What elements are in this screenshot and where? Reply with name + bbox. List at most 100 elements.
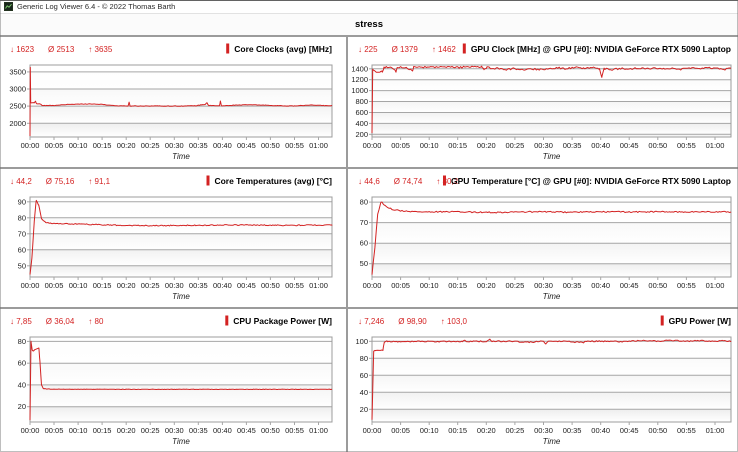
x-axis-label: 00:30 — [165, 141, 184, 150]
plot-band — [372, 358, 731, 376]
plot-band — [30, 341, 332, 364]
y-axis-label: 70 — [360, 218, 368, 227]
plot-band — [372, 90, 731, 102]
x-axis-label: 00:05 — [45, 141, 64, 150]
x-axis-label: 00:55 — [677, 281, 696, 290]
x-axis-label: 00:50 — [261, 426, 280, 435]
window-title: Generic Log Viewer 6.4 - © 2022 Thomas B… — [17, 2, 176, 11]
chart-title: Core Temperatures (avg) [°C] — [214, 176, 332, 186]
chart-gpu-power: ↓ 7,246 Ø 98,90 ↑ 103,0 20 40 60 80 100 00:00 00:… — [355, 315, 732, 446]
plot-area[interactable] — [30, 197, 332, 277]
chart-panel-core-clocks: ↓ 1623 Ø 2513 ↑ 3635 2000 2500 3000 3500 00:00 0… — [0, 37, 348, 169]
plot-band — [372, 409, 731, 423]
plot-band — [372, 341, 731, 359]
plot-band — [30, 197, 332, 202]
plot-area[interactable] — [372, 197, 731, 277]
x-axis-label: 00:20 — [477, 141, 496, 150]
x-axis-label: 00:30 — [534, 281, 553, 290]
x-axis-label: 00:45 — [620, 281, 639, 290]
x-axis-label: 00:15 — [93, 281, 112, 290]
plot-band — [372, 112, 731, 124]
y-axis-label: 600 — [355, 108, 368, 117]
plot-area[interactable] — [372, 337, 731, 422]
x-axis-label: 00:15 — [448, 141, 467, 150]
plot-band — [30, 106, 332, 124]
x-axis-label: 00:05 — [391, 426, 410, 435]
legend-marker — [660, 315, 664, 326]
x-axis-label: 00:05 — [391, 141, 410, 150]
plot-band — [372, 337, 731, 342]
chart-title: Core Clocks (avg) [MHz] — [234, 44, 332, 54]
x-axis-label: 00:50 — [648, 141, 667, 150]
plot-band — [30, 249, 332, 266]
chart-panel-gpu-temp: ↓ 44,6 Ø 74,74 ↑ 80,2 50 60 70 80 00:00 00:05 00:… — [348, 169, 738, 309]
x-axis-label: 01:00 — [309, 426, 328, 435]
y-axis-label: 90 — [18, 197, 26, 206]
x-axis-label: 00:25 — [141, 281, 160, 290]
x-axis-label: 00:25 — [141, 141, 160, 150]
plot-band — [372, 392, 731, 410]
x-axis-label: 00:00 — [363, 281, 382, 290]
x-axis-label: 00:00 — [21, 141, 40, 150]
plot-border — [371, 196, 732, 278]
plot-band — [372, 222, 731, 244]
x-axis-label: 00:05 — [391, 281, 410, 290]
plot-band — [372, 134, 731, 137]
x-axis-label: 00:40 — [213, 141, 232, 150]
x-axis-label: 00:15 — [448, 426, 467, 435]
x-axis-label: 00:25 — [506, 281, 525, 290]
y-axis-label: 60 — [18, 245, 26, 254]
plot-area[interactable] — [30, 337, 332, 422]
y-axis-label: 400 — [355, 119, 368, 128]
y-axis-label: 2000 — [9, 119, 26, 128]
plot-band — [30, 406, 332, 422]
x-axis-label: 00:45 — [620, 141, 639, 150]
chart-stats: ↓ 7,246 Ø 98,90 ↑ 103,0 — [358, 317, 468, 326]
x-axis-label: 00:30 — [534, 141, 553, 150]
plot-band — [30, 337, 332, 342]
plot-band — [372, 197, 731, 203]
chart-stats: ↓ 1623 Ø 2513 ↑ 3635 — [10, 45, 113, 54]
y-axis-label: 100 — [355, 337, 368, 346]
chart-panel-core-temps: ↓ 44,2 Ø 75,16 ↑ 91,1 50 60 70 80 90 00:00 00:05 0… — [0, 169, 348, 309]
y-axis-label: 50 — [18, 261, 26, 270]
x-axis-label: 00:15 — [93, 141, 112, 150]
x-axis-label: 00:55 — [285, 141, 304, 150]
x-axis-label: 00:15 — [448, 281, 467, 290]
title-bar[interactable]: Generic Log Viewer 6.4 - © 2022 Thomas B… — [0, 0, 738, 14]
x-axis-label: 00:45 — [620, 426, 639, 435]
legend-marker — [462, 43, 466, 54]
time-axis-label: Time — [172, 292, 190, 301]
x-axis-label: 00:35 — [189, 426, 208, 435]
x-axis-label: 00:15 — [93, 426, 112, 435]
y-axis-label: 200 — [355, 130, 368, 139]
x-axis-label: 00:25 — [506, 141, 525, 150]
chart-panel-gpu-power: ↓ 7,246 Ø 98,90 ↑ 103,0 20 40 60 80 100 00:00 00:… — [348, 309, 738, 452]
charts-grid: ↓ 1623 Ø 2513 ↑ 3635 2000 2500 3000 3500 00:00 0… — [0, 37, 738, 452]
chart-core-temps: ↓ 44,2 Ø 75,16 ↑ 91,1 50 60 70 80 90 00:00 00:05 0… — [10, 175, 333, 301]
chart-gpu-temp: ↓ 44,6 Ø 74,74 ↑ 80,2 50 60 70 80 00:00 00:05 00:… — [358, 175, 732, 301]
data-line — [29, 340, 333, 421]
plot-area[interactable] — [372, 65, 731, 137]
x-axis-label: 01:00 — [309, 141, 328, 150]
x-axis-label: 00:45 — [237, 281, 256, 290]
x-axis-label: 01:00 — [309, 281, 328, 290]
plot-border — [29, 336, 333, 423]
legend-marker — [206, 175, 210, 186]
x-axis-label: 00:20 — [477, 281, 496, 290]
x-axis-label: 00:10 — [420, 141, 439, 150]
plot-area[interactable] — [30, 65, 332, 137]
y-axis-label: 800 — [355, 97, 368, 106]
y-axis-label: 70 — [18, 229, 26, 238]
app-icon — [4, 2, 13, 11]
x-axis-label: 00:25 — [141, 426, 160, 435]
x-axis-label: 00:20 — [117, 426, 136, 435]
x-axis-label: 00:20 — [477, 426, 496, 435]
plot-band — [30, 201, 332, 218]
x-axis-label: 00:40 — [213, 281, 232, 290]
plot-band — [372, 101, 731, 113]
chart-title: GPU Power [W] — [669, 316, 732, 326]
plot-band — [372, 263, 731, 277]
y-axis-label: 80 — [360, 198, 368, 207]
chart-gpu-clock: ↓ 225 Ø 1379 ↑ 1462 200 400 600 800 1000 1200 140… — [351, 43, 732, 161]
